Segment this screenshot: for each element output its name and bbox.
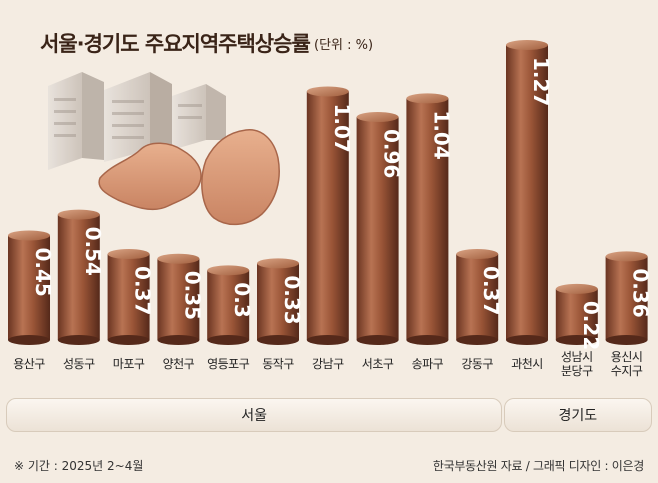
bar-cap xyxy=(406,93,449,104)
category-label: 용산구 xyxy=(13,357,45,371)
bar-value-label: 0.54 xyxy=(81,227,105,276)
bar-body xyxy=(306,91,349,340)
bar-body xyxy=(257,263,299,340)
category-label: 과천시 xyxy=(511,357,543,371)
bar-base xyxy=(107,335,150,345)
bar-base xyxy=(157,335,200,345)
bar-8: 0.96 xyxy=(356,112,404,345)
bar-value-label: 0.33 xyxy=(280,275,304,324)
bar-value-label: 0.45 xyxy=(31,247,55,296)
bar-body xyxy=(157,258,200,340)
bar-body xyxy=(107,254,150,340)
bar-cap xyxy=(57,209,100,220)
chart-title: 서울·경기도 주요지역주택상승률 xyxy=(40,32,311,56)
bar-4: 0.35 xyxy=(157,253,204,345)
unit-label: (단위 : %) xyxy=(314,38,374,53)
period-note: ※ 기간 : 2025년 2~4월 xyxy=(14,459,144,473)
bar-base xyxy=(207,335,250,345)
bar-value-label: 0.96 xyxy=(380,129,404,178)
seoul-gyeonggi-map-illustration xyxy=(98,129,280,226)
category-label: 강동구 xyxy=(461,357,493,371)
bar-7: 1.07 xyxy=(306,86,354,345)
bar-cap xyxy=(157,253,200,264)
bar-body xyxy=(506,45,548,340)
category-label: 동작구 xyxy=(262,357,294,371)
bar-cap xyxy=(456,249,499,260)
bar-body xyxy=(207,270,250,340)
category-label: 마포구 xyxy=(112,357,145,371)
bar-cap xyxy=(605,251,648,262)
category-label: 강남구 xyxy=(311,357,344,371)
apartment-illustration xyxy=(48,72,226,170)
category-label: 송파구 xyxy=(411,357,444,371)
bars: 0.45 0.54 0.37 0.35 0.3 0.33 1.07 0.96 1.04 0.37 1… xyxy=(8,40,653,350)
bar-value-label: 0.35 xyxy=(180,271,204,320)
bar-cap xyxy=(506,40,548,50)
bar-value-label: 1.07 xyxy=(330,103,354,152)
category-label: 서초구 xyxy=(361,357,394,371)
bar-body xyxy=(555,288,598,340)
bar-base xyxy=(456,335,499,345)
category-label: 성동구 xyxy=(62,357,95,371)
bar-value-label: 0.22 xyxy=(579,301,603,350)
bar-value-label: 1.27 xyxy=(529,57,553,106)
bar-13: 0.36 xyxy=(605,251,653,345)
bar-body xyxy=(356,117,399,340)
bar-12: 0.22 xyxy=(555,283,603,350)
category-label: 용신시 수지구 xyxy=(610,350,643,378)
bar-body xyxy=(605,256,648,340)
bar-value-label: 1.04 xyxy=(429,110,453,159)
bar-5: 0.3 xyxy=(207,265,254,345)
bar-body xyxy=(456,254,499,340)
bar-body xyxy=(8,235,50,340)
bar-base xyxy=(8,335,50,345)
bar-cap xyxy=(306,86,349,97)
bar-base xyxy=(406,335,449,345)
bar-6: 0.33 xyxy=(257,258,304,345)
bar-cap xyxy=(257,258,299,269)
bar-base xyxy=(506,335,548,345)
bar-2: 0.54 xyxy=(57,209,105,345)
bar-cap xyxy=(207,265,250,276)
bar-value-label: 0.37 xyxy=(131,266,155,315)
bar-cap xyxy=(8,230,50,241)
category-label: 성남시 분당구 xyxy=(560,350,593,378)
category-label: 영등포구 xyxy=(207,357,250,371)
bar-base xyxy=(57,335,100,345)
bar-base xyxy=(257,335,299,345)
group-label-2: 경기도 xyxy=(504,398,652,432)
bar-3: 0.37 xyxy=(107,249,155,345)
bar-base xyxy=(306,335,349,345)
group-label-1: 서울 xyxy=(6,398,503,432)
bar-cap xyxy=(107,249,150,260)
category-label: 양천구 xyxy=(162,357,195,371)
bar-base xyxy=(605,335,648,345)
bar-1: 0.45 xyxy=(8,230,55,345)
bar-cap xyxy=(555,283,598,294)
bar-10: 0.37 xyxy=(456,249,503,345)
footer: ※ 기간 : 2025년 2~4월 한국부동산원 자료 / 그래픽 디자인 : … xyxy=(0,448,658,483)
bar-base xyxy=(356,335,399,345)
bar-value-label: 0.37 xyxy=(479,266,503,315)
bar-value-label: 0.36 xyxy=(629,268,653,317)
source-credit: 한국부동산원 자료 / 그래픽 디자인 : 이은경 xyxy=(432,459,644,473)
bar-base xyxy=(555,335,598,345)
bar-value-label: 0.3 xyxy=(230,282,254,317)
bar-11: 1.27 xyxy=(506,40,553,345)
bar-body xyxy=(57,214,100,340)
bar-cap xyxy=(356,112,399,123)
bar-body xyxy=(406,98,449,340)
bar-9: 1.04 xyxy=(406,93,453,345)
